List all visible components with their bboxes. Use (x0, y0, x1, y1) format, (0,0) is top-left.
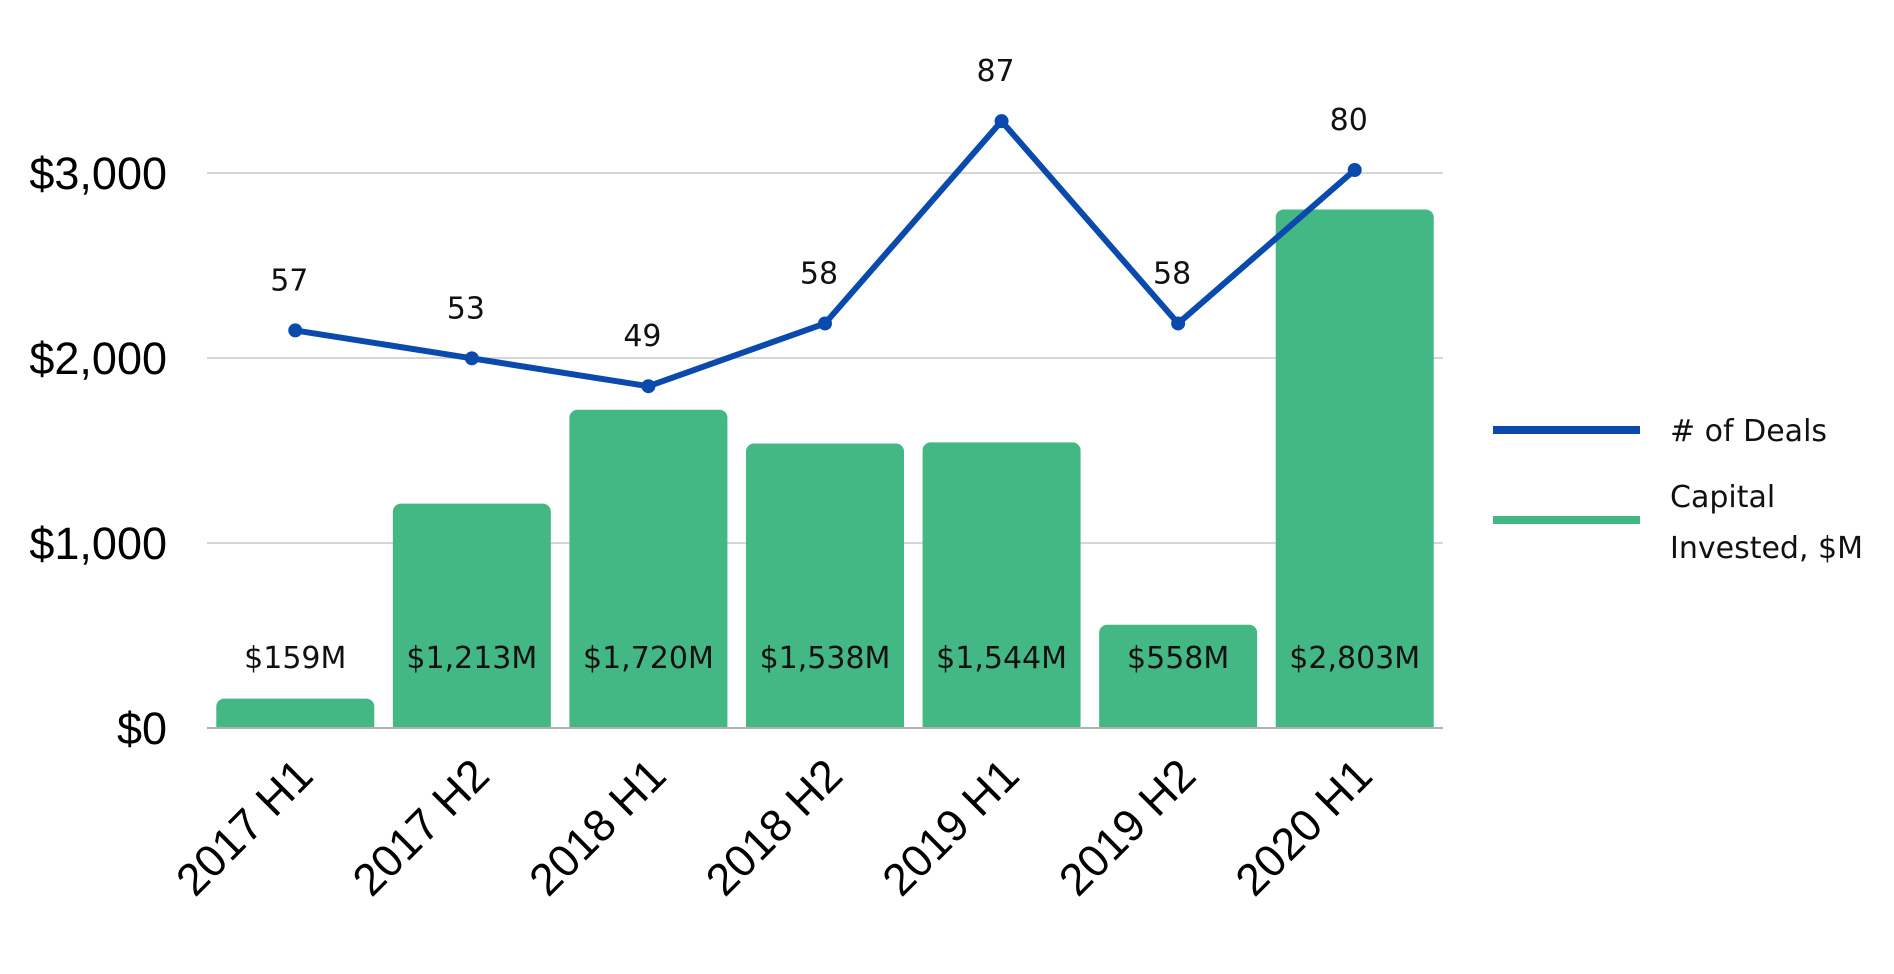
bar-value-label: $159M (244, 641, 346, 676)
bar (569, 409, 728, 734)
legend-label: Capital (1670, 480, 1775, 515)
bar-value-label: $558M (1127, 641, 1229, 676)
bar (392, 503, 551, 734)
deals-point (464, 351, 479, 366)
x-tick-label: 2019 H1 (872, 749, 1028, 905)
deals-value-label: 58 (800, 256, 838, 291)
deals-value-label: 58 (1153, 256, 1191, 291)
legend-label: # of Deals (1670, 414, 1827, 449)
x-axis-baseline (203, 727, 1447, 740)
deals-point (994, 114, 1009, 129)
bar (1099, 624, 1258, 734)
y-tick-label: $1,000 (29, 518, 167, 569)
x-tick-label: 2020 H1 (1225, 749, 1381, 905)
deals-value-label: 49 (623, 319, 661, 354)
bar-value-label: $2,803M (1289, 641, 1420, 676)
deals-point (641, 379, 656, 394)
deals-point (1347, 163, 1362, 177)
bar-value-label: $1,720M (583, 641, 714, 676)
y-tick-label: $0 (117, 703, 167, 754)
bar-value-label: $1,538M (760, 641, 891, 676)
line-data-labels: 57 53 49 58 87 58 80 (270, 54, 1368, 354)
deals-value-label: 80 (1330, 103, 1368, 138)
bar-value-label: $1,544M (936, 641, 1067, 676)
x-axis-tick-labels: 2017 H1 2017 H2 2018 H1 2018 H2 2019 H1 2019 … (166, 749, 1382, 905)
legend-label: Invested, $M (1670, 531, 1863, 566)
x-tick-label: 2017 H1 (166, 749, 322, 905)
deals-value-label: 87 (976, 54, 1014, 89)
deals-point (818, 316, 832, 331)
deals-value-label: 53 (447, 291, 485, 326)
deals-point (1171, 316, 1186, 331)
x-tick-label: 2018 H2 (696, 749, 852, 905)
bar-value-label: $1,213M (406, 641, 537, 676)
bar (1275, 209, 1434, 734)
deals-value-label: 57 (270, 263, 308, 298)
line-series (288, 114, 1362, 394)
baseline-mask (203, 728, 1447, 740)
deals-line (292, 118, 1358, 390)
bar-data-labels: $159M $1,213M $1,720M $1,538M $1,544M $558M $2… (244, 641, 1420, 676)
legend: # of Deals Capital Invested, $M (1493, 414, 1863, 566)
y-axis-tick-labels: $0 $1,000 $2,000 $3,000 (29, 148, 167, 754)
deals-point (288, 323, 303, 338)
y-tick-label: $3,000 (29, 148, 167, 199)
x-tick-label: 2018 H1 (519, 749, 675, 905)
x-tick-label: 2017 H2 (343, 749, 499, 905)
bar (216, 698, 375, 734)
bar (922, 442, 1081, 734)
bar-series (216, 209, 1434, 734)
bar (746, 443, 904, 734)
x-tick-label: 2019 H2 (1049, 749, 1205, 905)
y-tick-label: $2,000 (29, 333, 167, 384)
